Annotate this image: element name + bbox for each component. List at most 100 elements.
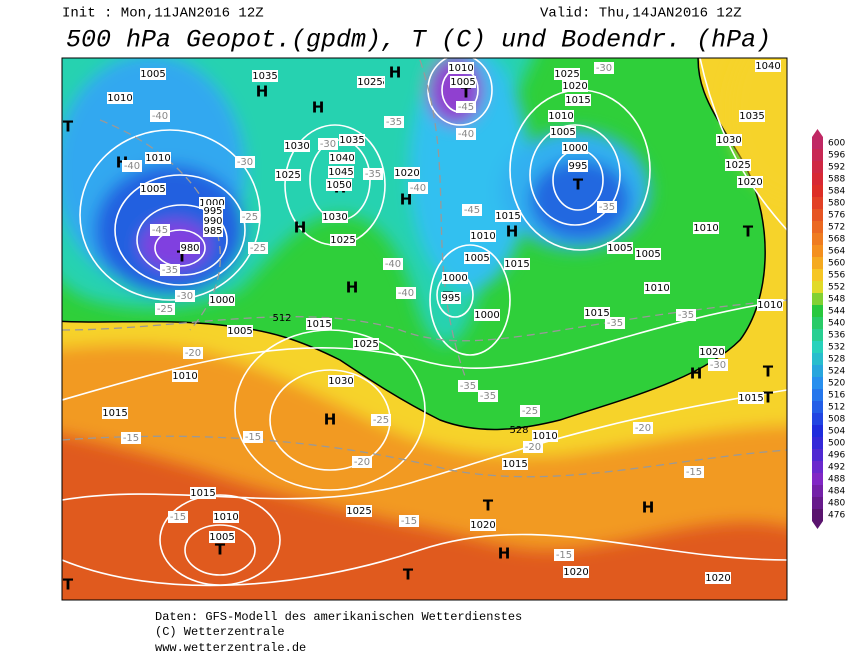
colorbar-segment <box>812 473 823 485</box>
isobar-label: 1010 <box>548 111 573 122</box>
label-box <box>150 110 170 122</box>
colorbar-label: 596 <box>828 151 845 161</box>
label-box <box>739 110 765 122</box>
colorbar-label: 524 <box>828 367 845 377</box>
colorbar-segment <box>812 173 823 185</box>
isobar-label: 1010 <box>213 512 238 523</box>
label-box <box>605 317 625 329</box>
isobar-label: 1015 <box>190 488 215 499</box>
isobar-label: 1000 <box>199 198 224 209</box>
colorbar-segment <box>812 413 823 425</box>
isobar-label: 1020 <box>562 81 587 92</box>
label-box <box>384 116 404 128</box>
label-box <box>318 138 338 150</box>
temperature-label: -45 <box>464 205 480 216</box>
label-box <box>168 511 188 523</box>
label-box <box>357 76 383 88</box>
temperature-label: -45 <box>458 102 474 113</box>
label-box <box>160 264 180 276</box>
isobar-label: 1005 <box>227 326 252 337</box>
label-box <box>339 134 365 146</box>
isobar-label: 1015 <box>738 393 763 404</box>
label-box <box>478 390 498 402</box>
label-box <box>705 572 731 584</box>
temperature-label: -20 <box>635 423 651 434</box>
label-box <box>565 94 591 106</box>
isobar-label: 1005 <box>140 69 165 80</box>
temperature-label: -15 <box>245 432 261 443</box>
isobar-label: 1040 <box>755 61 780 72</box>
isobar-label: 1015 <box>102 408 127 419</box>
isobar-label: 1020 <box>705 573 730 584</box>
isobar-label: 1005 <box>140 184 165 195</box>
colorbar-segment <box>812 317 823 329</box>
temperature-label: -20 <box>185 348 201 359</box>
label-box <box>450 76 476 88</box>
colorbar-label: 600 <box>828 139 845 149</box>
temperature-label: -40 <box>152 111 168 122</box>
label-box <box>213 511 239 523</box>
isobar-label: 1035 <box>339 135 364 146</box>
label-box <box>121 432 141 444</box>
label-box <box>363 168 383 180</box>
isobar-label: 1010 <box>145 153 170 164</box>
temperature-label: -25 <box>522 406 538 417</box>
colorbar-segment <box>812 425 823 437</box>
temperature-label: -15 <box>686 467 702 478</box>
colorbar-segment <box>812 161 823 173</box>
label-box <box>252 70 278 82</box>
isobar-label: 1020 <box>563 567 588 578</box>
temperature-label: -35 <box>678 310 694 321</box>
label-box <box>209 294 235 306</box>
colorbar-segment <box>812 137 823 149</box>
isobar-label: 995 <box>568 161 587 172</box>
temperature-label: -15 <box>170 512 186 523</box>
isobar-label: 1025 <box>330 235 355 246</box>
valid-time: Valid: Thu,14JAN2016 12Z <box>540 6 742 22</box>
temperature-label: -20 <box>354 457 370 468</box>
label-box <box>203 205 223 217</box>
colorbar-label: 540 <box>828 319 845 329</box>
temperature-label: -40 <box>410 183 426 194</box>
colorbar-segment <box>812 185 823 197</box>
isobar-label: 1005 <box>209 532 234 543</box>
temperature-label: -35 <box>480 391 496 402</box>
colorbar-label: 556 <box>828 271 845 281</box>
label-box <box>346 505 372 517</box>
isobar-label: 1030 <box>284 141 309 152</box>
colorbar-label: 576 <box>828 211 845 221</box>
label-box <box>330 234 356 246</box>
pressure-center: H <box>498 545 511 563</box>
isobar-label: 985 <box>203 226 222 237</box>
colorbar-segment <box>812 257 823 269</box>
isobar-label: 1005 <box>450 77 475 88</box>
label-box <box>456 128 476 140</box>
colorbar-label: 572 <box>828 223 845 233</box>
label-box <box>145 152 171 164</box>
label-box <box>399 515 419 527</box>
label-box <box>122 160 142 172</box>
colorbar-segment <box>812 353 823 365</box>
isobar-label: 1010 <box>757 300 782 311</box>
label-box <box>470 230 496 242</box>
isobar-label: 1045 <box>328 167 353 178</box>
label-box <box>172 370 198 382</box>
map-frame <box>61 57 788 601</box>
colorbar-label: 476 <box>828 511 845 521</box>
isobar-label: 1020 <box>394 168 419 179</box>
label-box <box>716 134 742 146</box>
pressure-center: T <box>63 118 74 136</box>
label-box <box>396 287 416 299</box>
label-box <box>635 248 661 260</box>
colorbar-label: 504 <box>828 427 845 437</box>
label-box <box>203 225 223 237</box>
colorbar-label: 512 <box>828 403 845 413</box>
label-box <box>725 159 751 171</box>
colorbar-segment <box>812 281 823 293</box>
pressure-center: T <box>403 566 414 584</box>
isobar-label: 1015 <box>565 95 590 106</box>
isobar-label: 1020 <box>470 520 495 531</box>
label-box <box>275 169 301 181</box>
label-box <box>550 126 576 138</box>
colorbar-label: 496 <box>828 451 845 461</box>
